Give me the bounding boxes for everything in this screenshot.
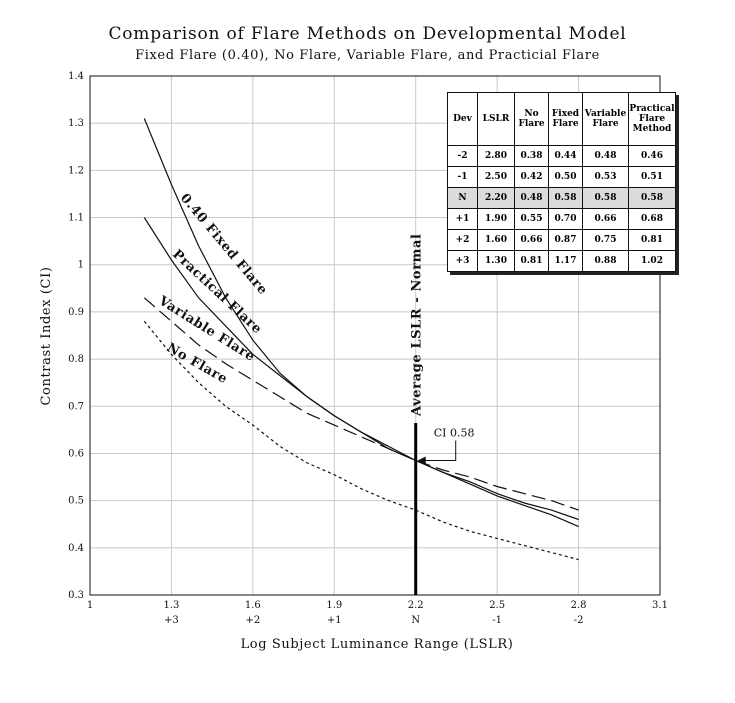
table-cell: 0.51 bbox=[628, 166, 676, 188]
x-tick-label: 3.1 bbox=[652, 600, 668, 611]
series-label: 0.40 Fixed Flare bbox=[177, 191, 270, 298]
y-tick-label: 0.5 bbox=[68, 496, 84, 507]
x-secondary-tick-label: N bbox=[411, 615, 420, 626]
table-cell: 0.87 bbox=[548, 229, 583, 251]
y-tick-label: 1.4 bbox=[68, 71, 84, 82]
table-cell: 0.81 bbox=[628, 229, 676, 251]
table-cell: 0.88 bbox=[582, 250, 629, 272]
x-tick-label: 2.5 bbox=[489, 600, 505, 611]
series-line-practical-flare bbox=[143, 217, 579, 521]
table-row: -1 2.50 0.42 0.50 0.53 0.51 bbox=[447, 166, 676, 188]
table-cell: 0.55 bbox=[514, 208, 549, 230]
table-cell: N bbox=[447, 187, 478, 209]
x-tick-label: 1.6 bbox=[245, 600, 261, 611]
table-cell: -1 bbox=[447, 166, 478, 188]
x-secondary-tick-label: -2 bbox=[574, 615, 584, 626]
x-tick-label: 1 bbox=[87, 600, 93, 611]
x-axis-label: Log Subject Luminance Range (LSLR) bbox=[241, 637, 514, 652]
x-secondary-tick-label: +3 bbox=[164, 615, 179, 626]
x-secondary-tick-label: +2 bbox=[245, 615, 260, 626]
y-tick-label: 1.2 bbox=[68, 165, 84, 176]
x-tick-label: 2.8 bbox=[571, 600, 587, 611]
table-cell: 1.90 bbox=[477, 208, 515, 230]
series-line-variable-flare bbox=[143, 297, 579, 511]
series-label: Practical Flare bbox=[169, 247, 264, 337]
x-secondary-tick-label: -1 bbox=[492, 615, 502, 626]
x-ticks: 1 1.3 1.6 1.9 2.2 2.5 2.8 3.1 +3 +2 +1 N -1 -2 bbox=[87, 600, 668, 626]
y-ticks: 0.3 0.4 0.5 0.6 0.7 0.8 0.9 1 1.1 1.2 1.3 1.4 bbox=[68, 71, 84, 601]
table-header-cell: Variable Flare bbox=[582, 92, 629, 146]
table-cell: 0.58 bbox=[582, 187, 629, 209]
table-cell: 0.66 bbox=[514, 229, 549, 251]
table-cell: 2.20 bbox=[477, 187, 515, 209]
series-line-no-flare bbox=[143, 320, 579, 561]
table-cell: 0.48 bbox=[582, 145, 629, 167]
table-cell: 1.60 bbox=[477, 229, 515, 251]
table-cell: 2.80 bbox=[477, 145, 515, 167]
annotation-arrowhead bbox=[417, 456, 426, 465]
table-cell: 0.48 bbox=[514, 187, 549, 209]
table-header-cell: Practical Flare Method bbox=[628, 92, 676, 146]
table-cell: 0.81 bbox=[514, 250, 549, 272]
table-cell: 0.42 bbox=[514, 166, 549, 188]
table-cell: 0.46 bbox=[628, 145, 676, 167]
table-cell: 0.50 bbox=[548, 166, 583, 188]
table-cell: -2 bbox=[447, 145, 478, 167]
table-header-row: Dev LSLR No Flare Fixed Flare Variable Flare Pra… bbox=[447, 92, 676, 146]
x-tick-label: 2.2 bbox=[408, 600, 424, 611]
table-cell: 1.02 bbox=[628, 250, 676, 272]
table-header-cell: No Flare bbox=[514, 92, 549, 146]
annotations: Average LSLR - Normal CI 0.58 bbox=[410, 233, 475, 595]
y-tick-label: 1.3 bbox=[68, 118, 84, 129]
table-cell: 0.58 bbox=[628, 187, 676, 209]
table-row: -2 2.80 0.38 0.44 0.48 0.46 bbox=[447, 145, 676, 167]
table-cell: +1 bbox=[447, 208, 478, 230]
y-tick-label: 0.8 bbox=[68, 354, 84, 365]
annotation-arrow bbox=[423, 440, 457, 462]
y-tick-label: 0.9 bbox=[68, 307, 84, 318]
y-tick-label: 1 bbox=[78, 260, 84, 271]
table-cell: +2 bbox=[447, 229, 478, 251]
table-cell: 0.66 bbox=[582, 208, 629, 230]
table-cell: 0.68 bbox=[628, 208, 676, 230]
y-tick-label: 0.4 bbox=[68, 543, 84, 554]
x-tick-label: 1.3 bbox=[163, 600, 179, 611]
table-row: +3 1.30 0.81 1.17 0.88 1.02 bbox=[447, 250, 676, 272]
table-cell: 1.17 bbox=[548, 250, 583, 272]
table-cell: 0.75 bbox=[582, 229, 629, 251]
y-tick-label: 0.7 bbox=[68, 401, 84, 412]
plot-frame bbox=[89, 75, 661, 596]
table-row: +1 1.90 0.55 0.70 0.66 0.68 bbox=[447, 208, 676, 230]
annotation-label: CI 0.58 bbox=[434, 427, 475, 440]
table-cell: 2.50 bbox=[477, 166, 515, 188]
table-cell: 0.53 bbox=[582, 166, 629, 188]
table-header-cell: LSLR bbox=[477, 92, 515, 146]
x-tick-label: 1.9 bbox=[326, 600, 342, 611]
chart-title: Comparison of Flare Methods on Developme… bbox=[108, 24, 627, 44]
table-cell: 0.70 bbox=[548, 208, 583, 230]
table-cell: +3 bbox=[447, 250, 478, 272]
table-row: N 2.20 0.48 0.58 0.58 0.58 bbox=[447, 187, 676, 209]
y-tick-label: 0.3 bbox=[68, 590, 84, 601]
y-tick-label: 0.6 bbox=[68, 448, 84, 459]
table-header-cell: Dev bbox=[447, 92, 478, 146]
table-row: +2 1.60 0.66 0.87 0.75 0.81 bbox=[447, 229, 676, 251]
x-secondary-tick-label: +1 bbox=[327, 615, 342, 626]
chart-subtitle: Fixed Flare (0.40), No Flare, Variable F… bbox=[135, 48, 600, 63]
table-cell: 1.30 bbox=[477, 250, 515, 272]
y-axis-label: Contrast Index (CI) bbox=[39, 267, 54, 406]
table-header-cell: Fixed Flare bbox=[548, 92, 583, 146]
data-table: Dev LSLR No Flare Fixed Flare Variable Flare Pra… bbox=[447, 92, 676, 272]
table-cell: 0.44 bbox=[548, 145, 583, 167]
table-cell: 0.58 bbox=[548, 187, 583, 209]
table-cell: 0.38 bbox=[514, 145, 549, 167]
y-tick-label: 1.1 bbox=[68, 213, 84, 224]
table-body: -2 2.80 0.38 0.44 0.48 0.46 -1 2.50 0.42 0.50 0.53… bbox=[447, 145, 676, 272]
reference-line-label: Average LSLR - Normal bbox=[410, 233, 425, 417]
